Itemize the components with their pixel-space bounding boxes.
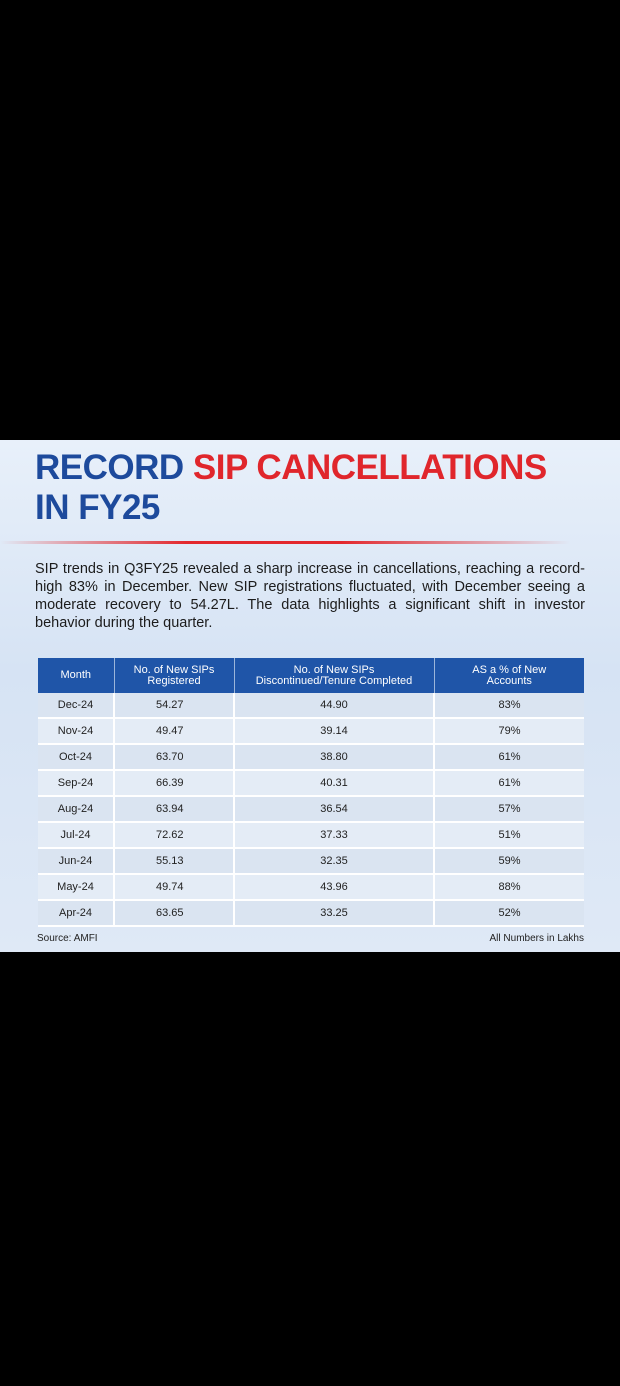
table-cell: 55.13 xyxy=(114,848,235,875)
table-cell: 59% xyxy=(434,848,584,875)
table-cell: 40.31 xyxy=(234,770,435,797)
title-part-sip-cancellations: SIP CANCELLATIONS xyxy=(192,448,547,487)
intro-paragraph: SIP trends in Q3FY25 revealed a sharp in… xyxy=(35,561,585,631)
sip-table: Month No. of New SIPs Registered No. of N… xyxy=(38,658,584,927)
table-cell: Dec-24 xyxy=(38,693,115,719)
header-month-line1: Month xyxy=(60,669,92,681)
units-note: All Numbers in Lakhs xyxy=(489,933,584,944)
table-cell: Nov-24 xyxy=(38,718,115,745)
header-percent: AS a % of New Accounts xyxy=(434,658,584,693)
table-cell: May-24 xyxy=(38,874,115,901)
table-row: Jun-24 55.13 32.35 59% xyxy=(38,848,584,875)
table-cell: 63.65 xyxy=(114,900,235,927)
table-cell: 72.62 xyxy=(114,822,235,849)
header-discontinued: No. of New SIPs Discontinued/Tenure Compl… xyxy=(234,658,435,693)
header-discontinued-line1: No. of New SIPs xyxy=(293,663,375,676)
table-cell: Jun-24 xyxy=(38,848,115,875)
table-cell: Apr-24 xyxy=(38,900,115,927)
header-percent-line1: AS a % of New xyxy=(472,663,547,676)
header-discontinued-line2: Discontinued/Tenure Completed xyxy=(255,674,413,687)
table-row: Sep-24 66.39 40.31 61% xyxy=(38,770,584,797)
header-percent-line2: Accounts xyxy=(486,674,532,687)
table-cell: 49.47 xyxy=(114,718,235,745)
title-part-fy25: IN FY25 xyxy=(35,488,160,527)
title-part-record: RECORD xyxy=(35,448,193,487)
header-registered: No. of New SIPs Registered xyxy=(114,658,235,693)
title-divider xyxy=(0,541,620,544)
table-cell: 49.74 xyxy=(114,874,235,901)
source-note: Source: AMFI xyxy=(37,933,98,944)
table-row: Aug-24 63.94 36.54 57% xyxy=(38,796,584,823)
table-cell: 51% xyxy=(434,822,584,849)
table-row: Nov-24 49.47 39.14 79% xyxy=(38,718,584,745)
table-cell: 57% xyxy=(434,796,584,823)
table-body: Dec-24 54.27 44.90 83% Nov-24 49.47 39.14 79% Oc… xyxy=(38,693,584,927)
table-row: Jul-24 72.62 37.33 51% xyxy=(38,822,584,849)
header-registered-line2: Registered xyxy=(147,674,201,687)
table-cell: Oct-24 xyxy=(38,744,115,771)
table-cell: Sep-24 xyxy=(38,770,115,797)
table-row: Apr-24 63.65 33.25 52% xyxy=(38,900,584,927)
table-cell: 66.39 xyxy=(114,770,235,797)
table-cell: 63.70 xyxy=(114,744,235,771)
table-row: Dec-24 54.27 44.90 83% xyxy=(38,693,584,719)
table-cell: Aug-24 xyxy=(38,796,115,823)
table-row: May-24 49.74 43.96 88% xyxy=(38,874,584,901)
table-cell: 61% xyxy=(434,770,584,797)
table-header-row: Month No. of New SIPs Registered No. of N… xyxy=(38,658,584,693)
table-cell: 63.94 xyxy=(114,796,235,823)
table-cell: 37.33 xyxy=(234,822,435,849)
table-cell: Jul-24 xyxy=(38,822,115,849)
table-row: Oct-24 63.70 38.80 61% xyxy=(38,744,584,771)
header-registered-line1: No. of New SIPs xyxy=(133,663,215,676)
table-cell: 44.90 xyxy=(234,693,435,719)
table-cell: 43.96 xyxy=(234,874,435,901)
table-cell: 52% xyxy=(434,900,584,927)
table-cell: 33.25 xyxy=(234,900,435,927)
table-cell: 32.35 xyxy=(234,848,435,875)
header-month: Month xyxy=(38,658,115,693)
infographic-card: RECORD SIP CANCELLATIONS IN FY25 SIP tren… xyxy=(0,440,620,952)
table-cell: 54.27 xyxy=(114,693,235,719)
table-cell: 83% xyxy=(434,693,584,719)
table-cell: 38.80 xyxy=(234,744,435,771)
page-title: RECORD SIP CANCELLATIONS IN FY25 xyxy=(35,448,605,528)
table-cell: 61% xyxy=(434,744,584,771)
table-cell: 39.14 xyxy=(234,718,435,745)
table-cell: 36.54 xyxy=(234,796,435,823)
table-cell: 88% xyxy=(434,874,584,901)
table-cell: 79% xyxy=(434,718,584,745)
